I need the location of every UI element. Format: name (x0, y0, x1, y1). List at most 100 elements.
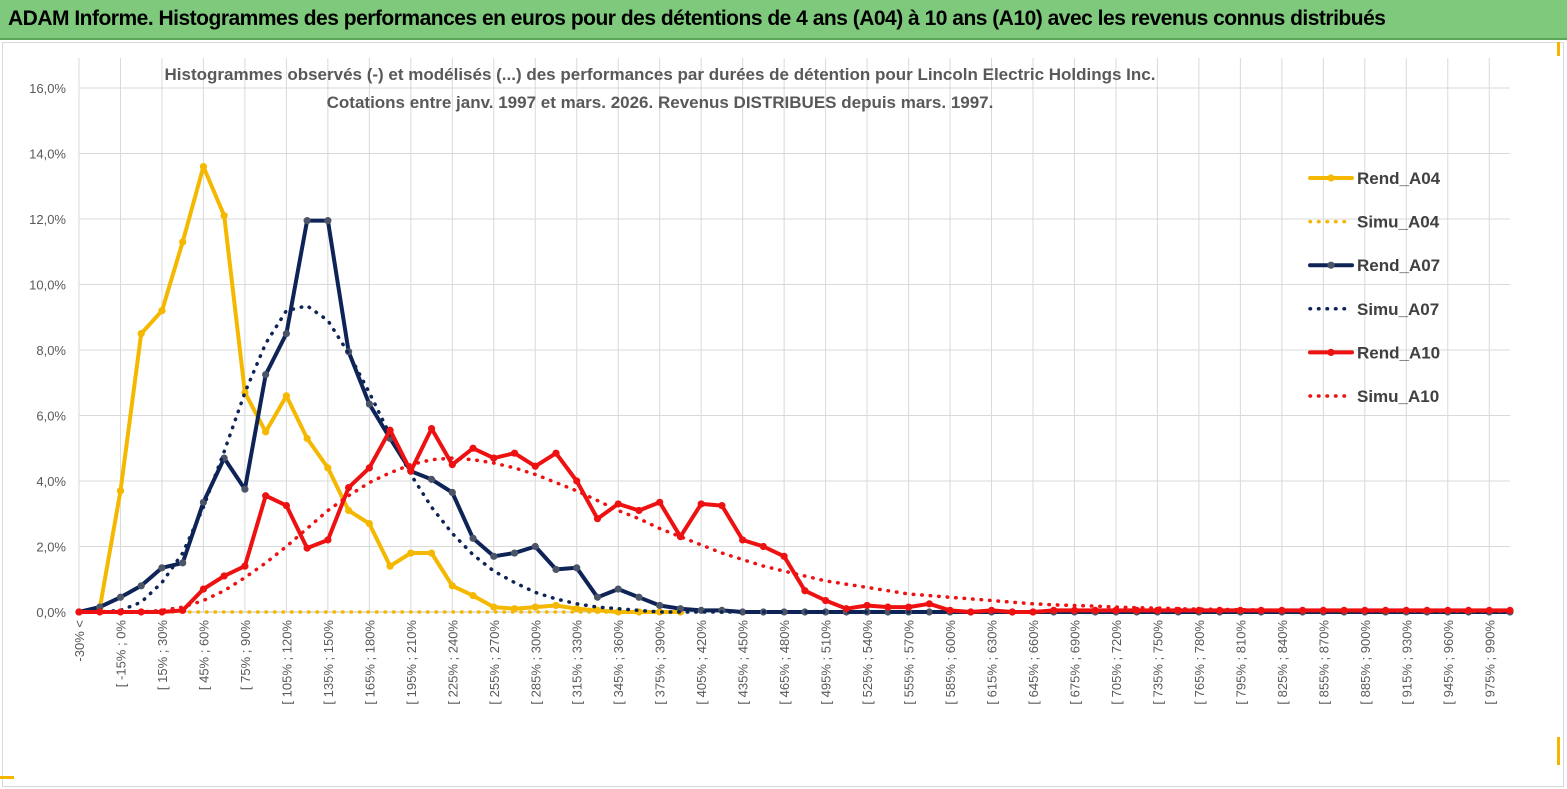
data-point-Rend_A04 (345, 506, 353, 515)
data-point-Rend_A04 (282, 392, 290, 400)
data-point-Rend_A10 (448, 461, 456, 469)
data-point-Rend_A04 (427, 549, 436, 557)
data-point-Rend_A10 (427, 425, 436, 433)
x-tick-label: [ 585% ; 600% (943, 620, 958, 705)
data-point-Rend_A04 (199, 163, 208, 171)
x-tick-label: [ 855% ; 870% (1316, 620, 1331, 705)
data-point-Rend_A07 (303, 217, 311, 225)
data-point-Rend_A10 (822, 596, 830, 605)
x-tick-label: [ 555% ; 570% (902, 620, 917, 705)
x-tick-label: [ 465% ; 480% (777, 620, 792, 705)
data-point-Rend_A10 (904, 603, 913, 611)
data-point-Rend_A07 (593, 593, 602, 601)
x-tick-label: [ 615% ; 630% (985, 620, 1000, 705)
decorative-edge-mark (1557, 737, 1560, 765)
data-point-Rend_A04 (137, 330, 145, 338)
x-tick-label: [ 255% ; 270% (487, 620, 502, 705)
x-tick-label: [ 705% ; 720% (1109, 620, 1124, 705)
data-point-Rend_A10 (1278, 606, 1286, 614)
data-point-Rend_A07 (262, 370, 270, 379)
data-point-Rend_A04 (407, 549, 415, 557)
x-tick-label: [ 435% ; 450% (736, 620, 751, 705)
data-point-Rend_A07 (822, 608, 830, 616)
data-point-Rend_A10 (137, 608, 145, 616)
data-point-Rend_A10 (863, 601, 871, 610)
data-point-Rend_A10 (365, 464, 373, 472)
data-point-Rend_A07 (158, 564, 166, 572)
data-point-Rend_A07 (469, 534, 477, 542)
data-point-Rend_A10 (884, 603, 892, 611)
data-point-Rend_A10 (718, 501, 726, 510)
data-point-Rend_A07 (365, 400, 373, 408)
data-point-Rend_A07 (510, 549, 519, 557)
x-tick-label: -30% < (72, 620, 87, 662)
data-point-Rend_A04 (220, 212, 228, 220)
y-tick-label: 16,0% (29, 81, 66, 96)
data-point-Rend_A04 (262, 428, 270, 436)
data-point-Rend_A10 (552, 449, 560, 457)
x-tick-label: [ 645% ; 660% (1026, 620, 1041, 705)
data-point-Rend_A07 (739, 608, 747, 616)
data-point-Rend_A10 (303, 544, 311, 552)
data-point-Rend_A10 (780, 552, 788, 560)
x-tick-label: [ 375% ; 390% (653, 620, 668, 705)
data-point-Rend_A10 (199, 585, 208, 593)
y-tick-label: 4,0% (36, 474, 66, 489)
data-point-Rend_A07 (282, 330, 290, 338)
series-line-Rend_A10 (77, 426, 1512, 614)
data-point-Rend_A10 (1381, 606, 1390, 614)
x-tick-label: [ 825% ; 840% (1275, 620, 1290, 705)
x-tick-label: [ 885% ; 900% (1358, 620, 1373, 705)
data-point-Rend_A04 (158, 307, 166, 315)
legend-marker-Rend_A04 (1327, 174, 1335, 182)
x-tick-label: [ 915% ; 930% (1399, 620, 1414, 705)
series-line-Simu_A10 (77, 456, 1512, 614)
data-point-Rend_A04 (179, 238, 187, 246)
data-point-Rend_A10 (96, 608, 104, 616)
data-point-Rend_A04 (365, 519, 373, 528)
data-point-Rend_A07 (656, 601, 664, 610)
report-banner-title: ADAM Informe. Histogrammes des performan… (8, 7, 1386, 30)
chart-title: Histogrammes observés (-) et modélisés (… (165, 65, 1156, 84)
data-point-Rend_A10 (946, 606, 954, 614)
x-tick-label: [ 135% ; 150% (321, 620, 336, 705)
legend-marker-Rend_A10 (1327, 348, 1335, 356)
data-point-Rend_A04 (469, 592, 477, 600)
data-point-Rend_A10 (262, 492, 270, 500)
data-point-Rend_A04 (448, 582, 456, 590)
y-tick-label: 6,0% (36, 409, 66, 424)
data-point-Rend_A10 (510, 449, 519, 457)
data-point-Rend_A10 (573, 477, 581, 485)
data-point-Rend_A07 (573, 564, 581, 572)
x-tick-label: [ 735% ; 750% (1150, 620, 1165, 705)
data-point-Rend_A07 (780, 608, 788, 616)
legend-label-Simu_A10: Simu_A10 (1357, 387, 1439, 406)
data-point-Rend_A07 (448, 488, 456, 497)
data-point-Rend_A10 (614, 500, 622, 508)
x-tick-label: [ 405% ; 420% (694, 620, 709, 705)
x-tick-label: [ -15% ; 0% (113, 620, 128, 688)
data-point-Rend_A07 (137, 582, 145, 590)
data-point-Rend_A04 (386, 562, 394, 570)
data-point-Rend_A10 (759, 542, 767, 551)
data-point-Rend_A04 (531, 603, 539, 611)
data-point-Rend_A10 (1091, 606, 1099, 614)
x-tick-label: [ 315% ; 330% (570, 620, 585, 705)
x-tick-label: [ 285% ; 300% (528, 620, 543, 705)
data-point-Rend_A10 (386, 426, 394, 434)
data-point-Rend_A04 (656, 608, 664, 616)
data-point-Rend_A10 (407, 467, 415, 475)
data-point-Rend_A07 (552, 565, 560, 574)
x-tick-label: [ 795% ; 810% (1233, 620, 1248, 705)
data-point-Rend_A04 (552, 601, 560, 610)
data-point-Rend_A07 (490, 552, 498, 560)
data-point-Rend_A10 (241, 562, 249, 570)
x-tick-label: [ 225% ; 240% (445, 620, 460, 705)
data-point-Rend_A10 (1236, 606, 1244, 614)
data-point-Rend_A10 (1050, 606, 1058, 614)
data-point-Rend_A10 (925, 600, 933, 608)
data-point-Rend_A07 (635, 593, 643, 601)
data-point-Rend_A10 (697, 500, 705, 508)
data-point-Rend_A07 (614, 585, 622, 593)
